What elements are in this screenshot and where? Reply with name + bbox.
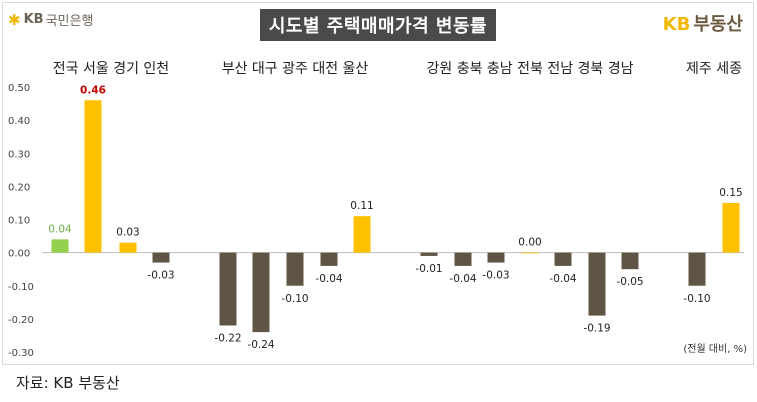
y-tick-label: 0.00 bbox=[8, 249, 30, 260]
kb-bank-logo: ✱ KB 국민은행 bbox=[8, 10, 94, 30]
brand-kb: KB bbox=[662, 14, 691, 35]
bar-인천 bbox=[152, 252, 170, 263]
y-tick-label: -0.10 bbox=[8, 282, 34, 293]
bar-서울 bbox=[84, 100, 102, 253]
data-label-대전: -0.04 bbox=[315, 273, 342, 285]
bar-세종 bbox=[722, 202, 740, 253]
data-label-세종: 0.15 bbox=[719, 187, 742, 199]
kb-logo-bank: 국민은행 bbox=[45, 14, 94, 29]
bar-경기 bbox=[119, 242, 137, 253]
source-note: 자료: KB 부동산 bbox=[16, 374, 120, 392]
category-group-label: 부산 대구 광주 대전 울산 bbox=[222, 61, 369, 77]
data-label-전남: -0.04 bbox=[549, 273, 576, 285]
data-label-경북: -0.19 bbox=[583, 323, 610, 335]
category-group-label: 전국 서울 경기 인천 bbox=[53, 61, 169, 77]
y-tick-label: 0.40 bbox=[8, 116, 30, 127]
chart-frame bbox=[2, 2, 754, 365]
bar-전남 bbox=[554, 252, 572, 266]
data-label-강원: -0.01 bbox=[415, 263, 442, 275]
bar-강원 bbox=[420, 252, 438, 256]
bar-광주 bbox=[286, 252, 304, 286]
y-tick-label: 0.10 bbox=[8, 216, 30, 227]
data-label-경남: -0.05 bbox=[616, 276, 643, 288]
bar-제주 bbox=[688, 252, 706, 286]
data-label-제주: -0.10 bbox=[683, 293, 710, 305]
data-label-경기: 0.03 bbox=[116, 227, 139, 239]
bar-전북 bbox=[521, 252, 539, 254]
y-tick-label: 0.20 bbox=[8, 182, 30, 193]
y-tick-label: -0.20 bbox=[8, 315, 34, 326]
bar-전국 bbox=[51, 239, 69, 253]
kb-logo-kb: KB bbox=[23, 12, 44, 27]
data-label-대구: -0.24 bbox=[247, 339, 274, 351]
kb-star-icon: ✱ bbox=[8, 10, 21, 29]
data-label-광주: -0.10 bbox=[281, 293, 308, 305]
bar-대전 bbox=[320, 252, 338, 266]
bar-경북 bbox=[588, 252, 606, 316]
chart-title: 시도별 주택매매가격 변동률 bbox=[260, 9, 496, 41]
bar-대구 bbox=[252, 252, 270, 333]
data-label-서울: 0.46 bbox=[80, 84, 106, 96]
category-group-label: 강원 충북 충남 전북 전남 경북 경남 bbox=[426, 61, 633, 77]
bar-울산 bbox=[353, 216, 371, 253]
data-label-부산: -0.22 bbox=[214, 333, 241, 345]
brand-name: 부동산 bbox=[693, 14, 743, 35]
category-group-label: 제주 세종 bbox=[686, 61, 742, 77]
y-tick-label: 0.50 bbox=[8, 83, 30, 94]
y-tick-label: -0.30 bbox=[8, 348, 34, 359]
data-label-전북: 0.00 bbox=[518, 237, 541, 249]
data-label-인천: -0.03 bbox=[147, 270, 174, 282]
y-tick-label: 0.30 bbox=[8, 149, 30, 160]
data-label-충남: -0.03 bbox=[482, 270, 509, 282]
bar-경남 bbox=[621, 252, 639, 270]
bar-부산 bbox=[219, 252, 237, 326]
data-label-충북: -0.04 bbox=[449, 273, 476, 285]
bar-충남 bbox=[487, 252, 505, 263]
kb-real-estate-brand: KB 부동산 bbox=[663, 10, 743, 36]
data-label-전국: 0.04 bbox=[48, 223, 72, 235]
bar-충북 bbox=[454, 252, 472, 266]
unit-note: (전월 대비, %) bbox=[683, 343, 747, 355]
data-label-울산: 0.11 bbox=[350, 200, 373, 212]
